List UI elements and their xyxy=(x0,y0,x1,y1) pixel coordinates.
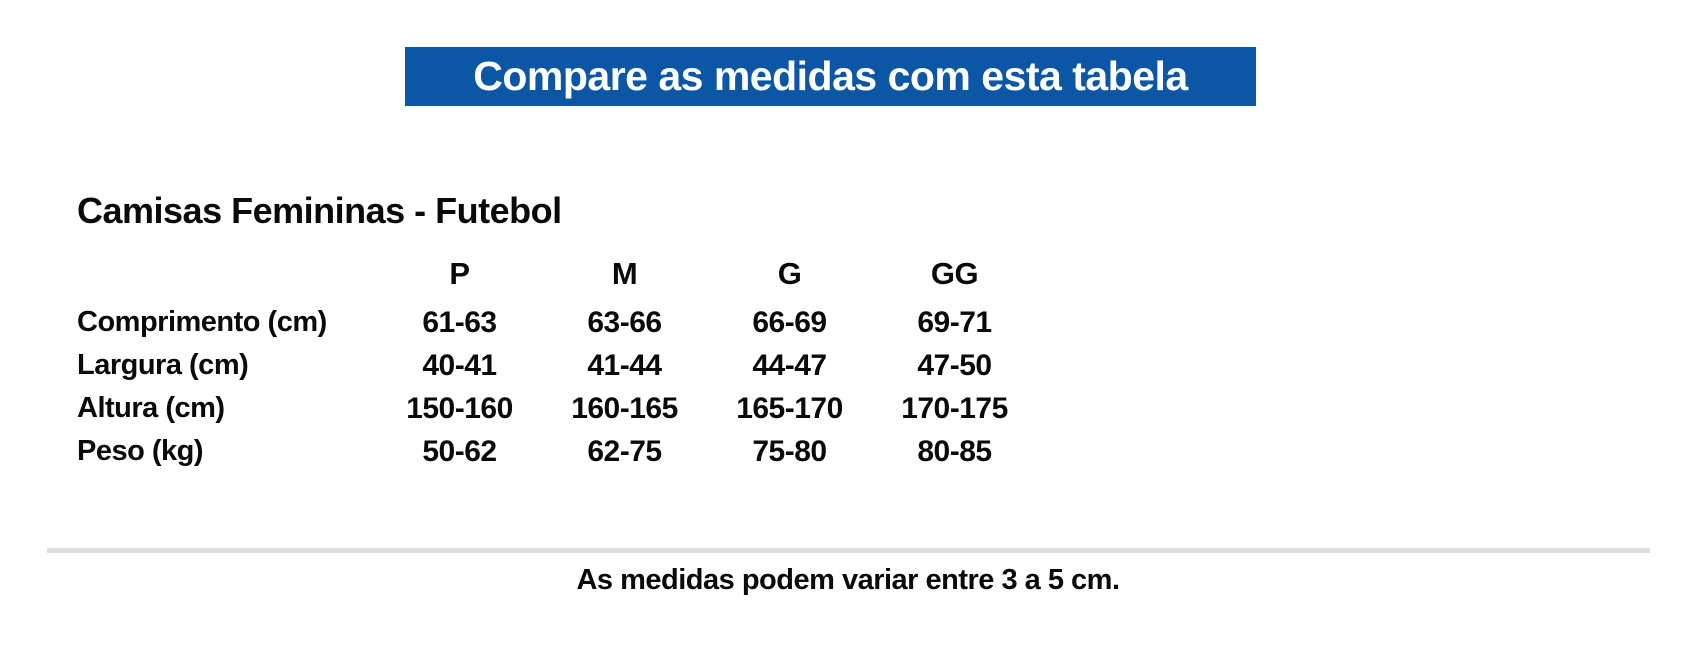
table-cell: 40-41 xyxy=(422,348,497,382)
divider xyxy=(47,548,1650,553)
table-cell: 80-85 xyxy=(917,434,992,468)
table-cell: 41-44 xyxy=(587,348,662,382)
size-table: P M G GG Comprimento (cm) 61-63 63-66 66… xyxy=(77,247,1037,473)
size-header-m: M xyxy=(611,256,638,291)
banner-title: Compare as medidas com esta tabela xyxy=(473,53,1188,99)
table-cell: 160-165 xyxy=(571,391,678,425)
size-header-gg: GG xyxy=(930,256,979,291)
table-cell: 62-75 xyxy=(587,434,662,468)
table-cell: 66-69 xyxy=(752,305,827,339)
corner-cell xyxy=(77,247,377,301)
size-header-g: G xyxy=(777,256,802,291)
table-cell: 75-80 xyxy=(752,434,827,468)
row-label-altura: Altura (cm) xyxy=(77,392,225,424)
table-cell: 165-170 xyxy=(736,391,843,425)
row-label-comprimento: Comprimento (cm) xyxy=(77,306,327,338)
footer-note: As medidas podem variar entre 3 a 5 cm. xyxy=(576,564,1120,596)
banner: Compare as medidas com esta tabela xyxy=(405,47,1256,106)
row-label-peso: Peso (kg) xyxy=(77,435,204,467)
size-header-p: P xyxy=(449,256,470,291)
table-cell: 47-50 xyxy=(917,348,992,382)
table-cell: 61-63 xyxy=(422,305,497,339)
row-label-largura: Largura (cm) xyxy=(77,349,249,381)
table-cell: 50-62 xyxy=(422,434,497,468)
table-cell: 150-160 xyxy=(406,391,513,425)
table-cell: 63-66 xyxy=(587,305,662,339)
section-title: Camisas Femininas - Futebol xyxy=(77,190,562,231)
table-cell: 44-47 xyxy=(752,348,827,382)
table-cell: 170-175 xyxy=(901,391,1008,425)
table-cell: 69-71 xyxy=(917,305,992,339)
